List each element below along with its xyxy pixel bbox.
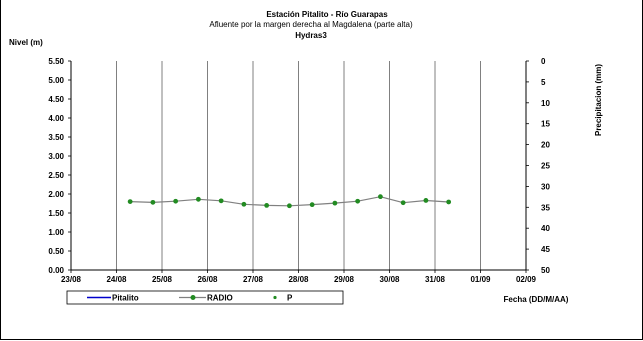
y-tick-label: 5.00 — [48, 76, 64, 85]
legend: Pitalito RADIO P — [66, 290, 344, 305]
legend-marker-p — [273, 295, 277, 300]
y-tick-label: 5.50 — [48, 57, 64, 66]
x-tick-label: 27/08 — [243, 275, 264, 284]
series-point-radio — [423, 198, 429, 203]
y-tick-label: 4.00 — [48, 114, 64, 123]
series-point-radio — [196, 196, 201, 202]
x-tick-label: 30/08 — [379, 275, 400, 284]
y2-tick-label: 0 — [541, 57, 546, 66]
series-point-radio — [355, 198, 361, 204]
y2-tick-labels: 0 5 10 15 20 25 30 35 40 45 50 — [541, 57, 550, 275]
y2-tick-label: 5 — [541, 78, 546, 87]
y2-tick-label: 40 — [541, 224, 550, 233]
chart-subtitle: Afluente por la margen derecha al Magdal… — [209, 20, 413, 29]
y2-tick-label: 20 — [541, 141, 550, 150]
y-axis-label: Nivel (m) — [9, 38, 43, 47]
y-tick-label: 0.50 — [48, 247, 64, 256]
chart-subtitle-2: Hydras3 — [295, 31, 327, 40]
y-tick-label: 1.00 — [48, 228, 64, 237]
x-tick-label: 01/09 — [470, 275, 491, 284]
y-tick-label: 3.50 — [48, 133, 64, 142]
series-point-radio — [173, 198, 179, 204]
series-point-radio — [446, 199, 452, 205]
y-tick-label: 0.00 — [48, 266, 64, 275]
series-point-radio — [218, 198, 224, 204]
y2-axis-label: Precipitacion (mm) — [594, 64, 603, 136]
x-tick-label: 31/08 — [425, 275, 446, 284]
series-point-radio — [378, 194, 383, 200]
series-point-radio — [287, 203, 292, 209]
y-tick-label: 4.50 — [48, 95, 64, 104]
x-tick-label: 25/08 — [152, 275, 173, 284]
series-point-radio — [309, 202, 315, 208]
y2-tick-label: 10 — [541, 99, 550, 108]
legend-marker-radio — [190, 295, 196, 300]
y-tick-labels: 5.50 5.00 4.50 4.00 3.50 3.00 2.50 2.00 1.50 1.00… — [48, 57, 64, 275]
series-group — [127, 194, 452, 209]
y2-tick-label: 50 — [541, 266, 550, 275]
x-tick-label: 29/08 — [334, 275, 355, 284]
legend-label-p: P — [287, 294, 293, 303]
y2-tick-label: 15 — [541, 120, 550, 129]
x-tick-label: 26/08 — [197, 275, 218, 284]
series-point-radio — [264, 203, 270, 208]
legend-label-pitalito: Pitalito — [112, 294, 139, 303]
y-tick-label: 1.50 — [48, 209, 64, 218]
y2-tick-label: 45 — [541, 245, 550, 254]
series-point-radio — [400, 200, 406, 206]
y2-tick-label: 25 — [541, 162, 550, 171]
x-tick-label: 24/08 — [106, 275, 127, 284]
series-point-radio — [127, 199, 133, 205]
y-tick-label: 2.00 — [48, 190, 64, 199]
x-axis-label: Fecha (DD/M/AA) — [504, 295, 569, 304]
x-tick-labels: 23/08 24/08 25/08 26/08 27/08 28/08 29/08 30/08… — [61, 275, 537, 284]
grid-lines — [70, 61, 527, 270]
y-tick-label: 3.00 — [48, 152, 64, 161]
chart-title: Estación Pitalito - Río Guarapas — [266, 10, 388, 19]
legend-label-radio: RADIO — [207, 294, 233, 303]
series-point-radio — [241, 201, 247, 207]
x-tick-label: 02/09 — [516, 275, 537, 284]
y2-tick-label: 35 — [541, 203, 550, 212]
axes — [68, 60, 529, 273]
x-tick-label: 23/08 — [61, 275, 82, 284]
x-tick-label: 28/08 — [288, 275, 309, 284]
series-point-radio — [332, 200, 338, 206]
y-tick-label: 2.50 — [48, 171, 64, 180]
y2-tick-label: 30 — [541, 182, 550, 191]
series-point-radio — [150, 199, 156, 205]
